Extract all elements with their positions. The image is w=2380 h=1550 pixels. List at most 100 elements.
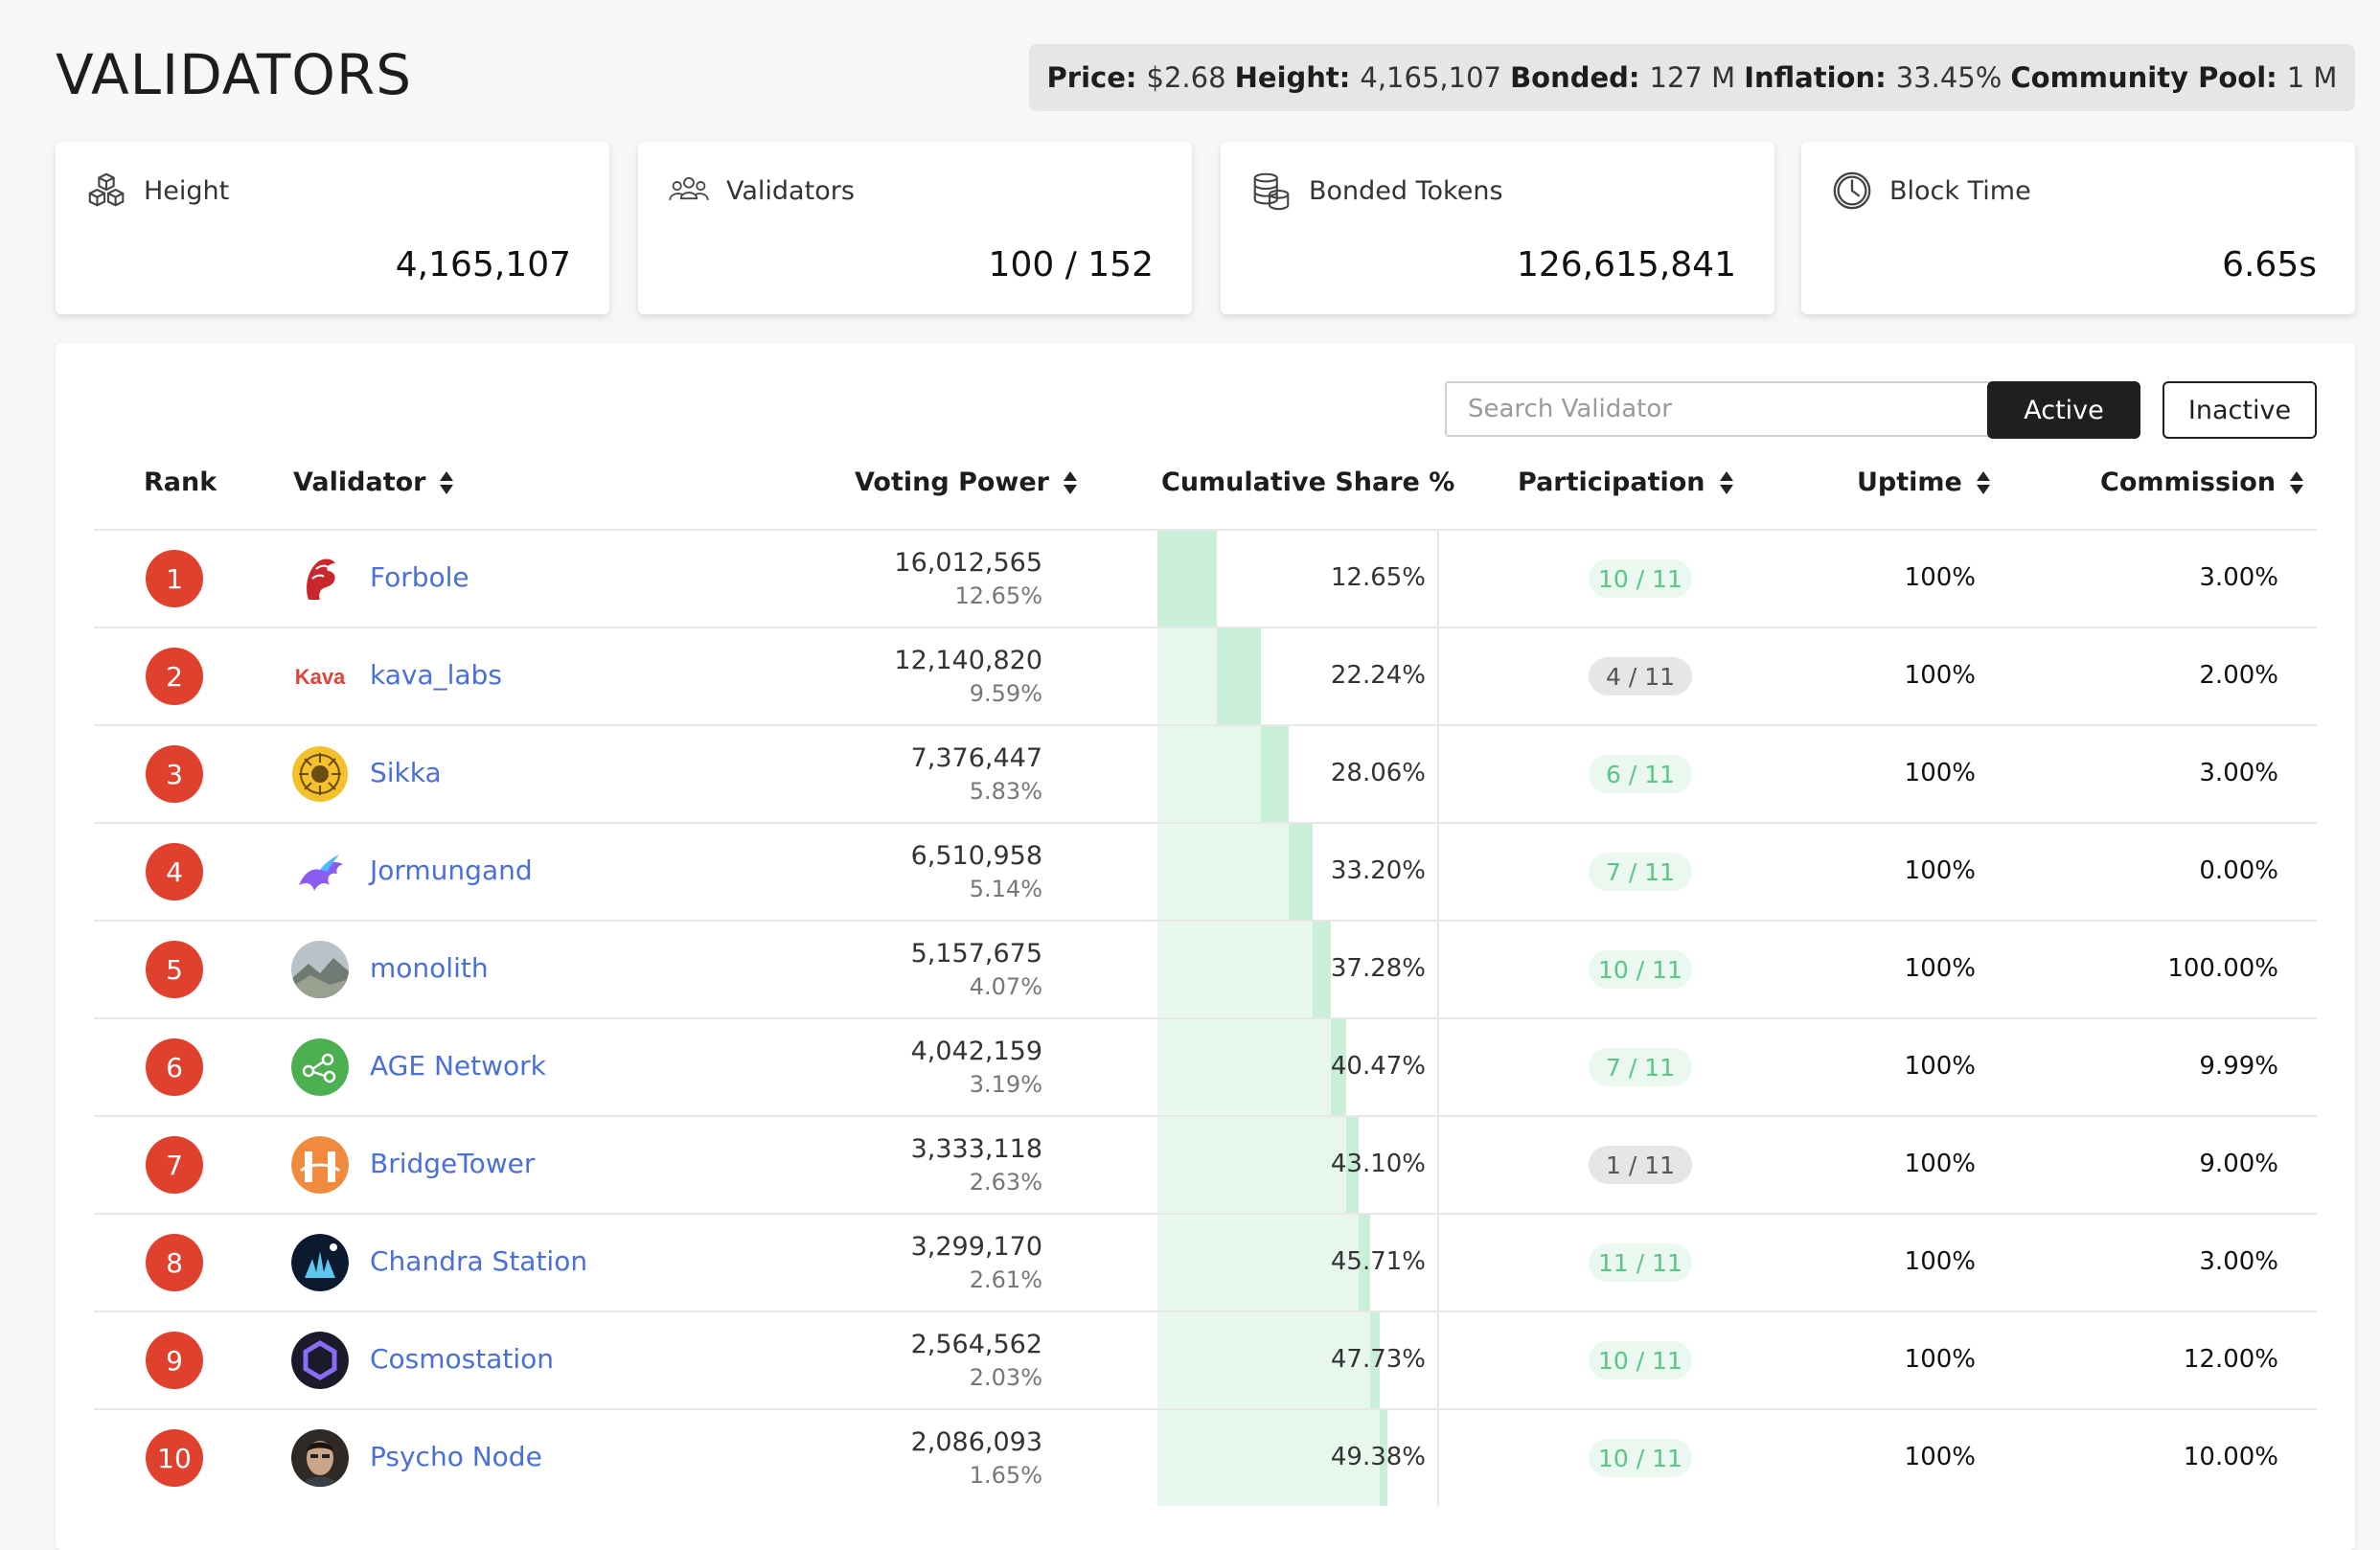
table-row[interactable]: 8 Chandra Station 3,299,170 2.61% 45.71% 11 /… [94, 1213, 2317, 1311]
rank-badge: 7 [146, 1136, 203, 1194]
cumulative-share-bar [1157, 726, 1437, 822]
validator-name-link[interactable]: monolith [370, 952, 489, 984]
voting-power: 6,510,958 [910, 841, 1042, 871]
voting-power-percent: 2.61% [969, 1266, 1042, 1293]
table-row[interactable]: 7 BridgeTower 3,333,118 2.63% 43.10% 1 / 11 10… [94, 1115, 2317, 1213]
validator-avatar [291, 1429, 349, 1487]
column-header-voting-power[interactable]: Voting Power [855, 467, 1078, 497]
cumulative-share-fill [1157, 922, 1313, 1017]
table-row[interactable]: 9 Cosmostation 2,564,562 2.03% 47.73% 10 / 11… [94, 1311, 2317, 1408]
stat-label: Bonded: [1510, 61, 1640, 94]
voting-power: 16,012,565 [894, 548, 1042, 578]
rank-badge: 4 [146, 843, 203, 900]
active-filter-button[interactable]: Active [1987, 381, 2140, 439]
validator-avatar [291, 1038, 349, 1096]
stat-label: Price: [1046, 61, 1137, 94]
validator-name-link[interactable]: Sikka [370, 757, 442, 788]
participation-badge: 11 / 11 [1589, 1243, 1692, 1282]
card-value: 126,615,841 [1516, 245, 1736, 285]
stat-value: 127 M [1649, 61, 1736, 94]
validator-avatar: Kava [291, 648, 349, 705]
cumulative-share-bar [1157, 922, 1437, 1017]
cumulative-share-percent: 49.38% [1330, 1443, 1426, 1471]
card-label: Block Time [1889, 175, 2031, 206]
validator-name-link[interactable]: BridgeTower [370, 1148, 536, 1179]
voting-power-percent: 4.07% [969, 973, 1042, 1000]
column-header-commission[interactable]: Commission [2100, 467, 2304, 497]
validator-name-link[interactable]: Jormungand [370, 855, 533, 886]
inactive-filter-button[interactable]: Inactive [2163, 381, 2317, 439]
rank-badge: 9 [146, 1332, 203, 1389]
table-row[interactable]: 3 Sikka 7,376,447 5.83% 28.06% 6 / 11 100% 3.00… [94, 724, 2317, 822]
cumulative-share-bar [1157, 1312, 1437, 1408]
validator-name-link[interactable]: Cosmostation [370, 1343, 555, 1375]
cumulative-share-fill [1157, 1019, 1332, 1115]
validator-name-link[interactable]: Psycho Node [370, 1441, 542, 1472]
column-divider [1437, 1410, 1439, 1506]
validator-name-link[interactable]: Forbole [370, 561, 469, 593]
voting-power: 4,042,159 [910, 1037, 1042, 1066]
table-row[interactable]: 1 Forbole 16,012,565 12.65% 12.65% 10 / 11 100… [94, 529, 2317, 627]
uptime-value: 100% [1904, 1052, 1976, 1081]
voting-power: 2,086,093 [910, 1427, 1042, 1457]
commission-value: 12.00% [2183, 1345, 2278, 1374]
uptime-value: 100% [1904, 856, 1976, 885]
column-header-participation[interactable]: Participation [1518, 467, 1734, 497]
validator-avatar [291, 1332, 349, 1389]
table-row[interactable]: 5 monolith 5,157,675 4.07% 37.28% 10 / 11 100%… [94, 920, 2317, 1017]
card-value: 4,165,107 [395, 245, 571, 285]
table-row[interactable]: 10 Psycho Node 2,086,093 1.65% 49.38% 10 / 11… [94, 1408, 2317, 1506]
card-height: Height 4,165,107 [56, 142, 609, 314]
stat-value: $2.68 [1146, 61, 1226, 94]
column-divider [1437, 531, 1439, 627]
cumulative-share-segment [1157, 531, 1217, 627]
column-header-validator[interactable]: Validator [293, 467, 454, 497]
validators-table: 1 Forbole 16,012,565 12.65% 12.65% 10 / 11 100… [94, 529, 2317, 1506]
sort-icon[interactable] [1063, 470, 1078, 495]
table-row[interactable]: 6 AGE Network 4,042,159 3.19% 40.47% 7 / 11 10… [94, 1017, 2317, 1115]
participation-badge: 10 / 11 [1589, 950, 1692, 989]
column-divider [1437, 628, 1439, 724]
commission-value: 100.00% [2167, 954, 2278, 983]
cumulative-share-segment [1216, 628, 1262, 724]
uptime-value: 100% [1904, 563, 1976, 592]
voting-power-percent: 9.59% [969, 680, 1042, 707]
stat-price: Price: $2.68 [1047, 61, 1226, 94]
rank-badge: 3 [146, 745, 203, 803]
table-row[interactable]: 2 Kava kava_labs 12,140,820 9.59% 22.24% 4 / 1… [94, 627, 2317, 724]
validator-name-link[interactable]: AGE Network [370, 1050, 546, 1082]
sort-icon[interactable] [1976, 470, 1991, 495]
cumulative-share-segment [1331, 1019, 1346, 1115]
cumulative-share-segment [1345, 1117, 1359, 1213]
participation-badge: 7 / 11 [1589, 853, 1692, 891]
uptime-value: 100% [1904, 1345, 1976, 1374]
uptime-value: 100% [1904, 661, 1976, 690]
table-row[interactable]: 4 Jormungand 6,510,958 5.14% 33.20% 7 / 11 100… [94, 822, 2317, 920]
cumulative-share-segment [1288, 824, 1313, 920]
card-validators: Validators 100 / 152 [638, 142, 1192, 314]
validator-avatar [291, 745, 349, 803]
voting-power-percent: 2.63% [969, 1169, 1042, 1196]
stat-inflation: Inflation: 33.45% [1744, 61, 2002, 94]
cumulative-share-segment [1358, 1215, 1371, 1311]
rank-badge: 8 [146, 1234, 203, 1291]
validator-name-link[interactable]: kava_labs [370, 659, 502, 691]
sort-icon[interactable] [2289, 470, 2304, 495]
voting-power: 12,140,820 [894, 646, 1042, 675]
stat-label: Height: [1234, 61, 1351, 94]
sort-icon[interactable] [1719, 470, 1734, 495]
validators-panel: Active Inactive Rank Validator Voting Po… [56, 343, 2355, 1550]
column-divider [1437, 726, 1439, 822]
participation-badge: 1 / 11 [1589, 1146, 1692, 1184]
coins-icon [1253, 172, 1290, 211]
voting-power: 5,157,675 [910, 939, 1042, 969]
page-title: VALIDATORS [56, 42, 413, 107]
stat-community-pool: Community Pool: 1 M [2010, 61, 2337, 94]
column-header-uptime[interactable]: Uptime [1857, 467, 1991, 497]
sort-icon[interactable] [439, 470, 454, 495]
search-input[interactable] [1445, 381, 2018, 437]
validator-name-link[interactable]: Chandra Station [370, 1245, 588, 1277]
cumulative-share-segment [1370, 1312, 1381, 1408]
rank-badge: 2 [146, 648, 203, 705]
uptime-value: 100% [1904, 1150, 1976, 1178]
